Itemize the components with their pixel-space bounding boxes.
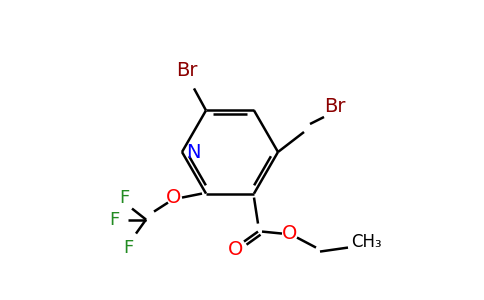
Text: Br: Br [324, 97, 346, 116]
Text: CH₃: CH₃ [351, 232, 381, 250]
Text: F: F [119, 189, 129, 207]
Text: F: F [123, 238, 133, 256]
Text: F: F [109, 211, 119, 229]
Text: N: N [186, 142, 200, 161]
Text: Br: Br [176, 61, 198, 80]
Text: O: O [228, 240, 243, 259]
Text: O: O [166, 188, 182, 207]
Text: O: O [282, 224, 298, 243]
